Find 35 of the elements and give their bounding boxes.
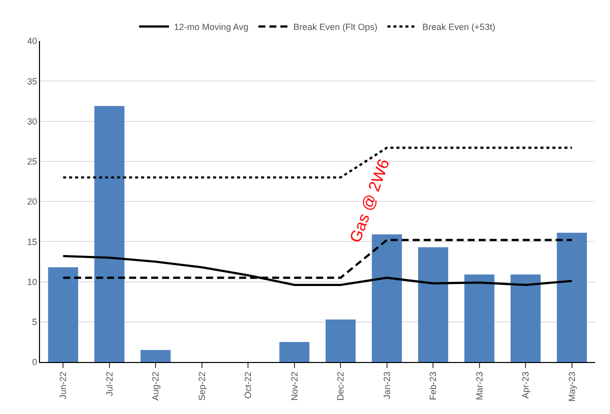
x-tick-label: Jan-23 [382, 372, 392, 400]
bar [48, 267, 78, 362]
annotation: Gas @ 2W6 [347, 157, 394, 246]
bar [556, 232, 587, 362]
bar [326, 319, 356, 362]
bar [510, 274, 541, 362]
x-tick-label: Aug-22 [150, 372, 161, 401]
y-tick-label: 0 [32, 357, 38, 368]
x-tick-label: Jun-22 [58, 372, 68, 400]
legend-label: Break Even (Flt Ops) [293, 22, 378, 32]
bar [279, 342, 310, 362]
x-tick-label: Sep-22 [196, 372, 207, 401]
legend-label: Break Even (+53t) [422, 22, 496, 32]
x-tick-label: Feb-23 [428, 372, 438, 400]
y-tick-label: 35 [27, 76, 38, 86]
y-tick-label: 10 [27, 276, 38, 287]
bar [94, 106, 124, 362]
legend-label: 12-mo Moving Avg [174, 22, 248, 32]
x-tick-label: Jul-22 [104, 372, 114, 396]
y-tick-label: 25 [27, 156, 38, 167]
y-tick-label: 30 [27, 116, 38, 126]
y-tick-label: 5 [32, 317, 38, 328]
bar [372, 234, 402, 362]
x-tick-label: Oct-22 [243, 372, 254, 399]
bar [418, 247, 448, 362]
bar [140, 350, 171, 362]
x-tick-label: Apr-23 [520, 372, 531, 399]
y-tick-label: 40 [27, 36, 38, 46]
bar [464, 274, 494, 362]
y-tick-label: 15 [27, 236, 38, 247]
x-tick-label: Dec-22 [336, 372, 346, 401]
x-tick-label: Mar-23 [474, 372, 484, 400]
x-tick-label: May-23 [566, 372, 577, 402]
y-tick-label: 20 [27, 196, 38, 207]
x-tick-label: Nov-22 [289, 372, 300, 401]
